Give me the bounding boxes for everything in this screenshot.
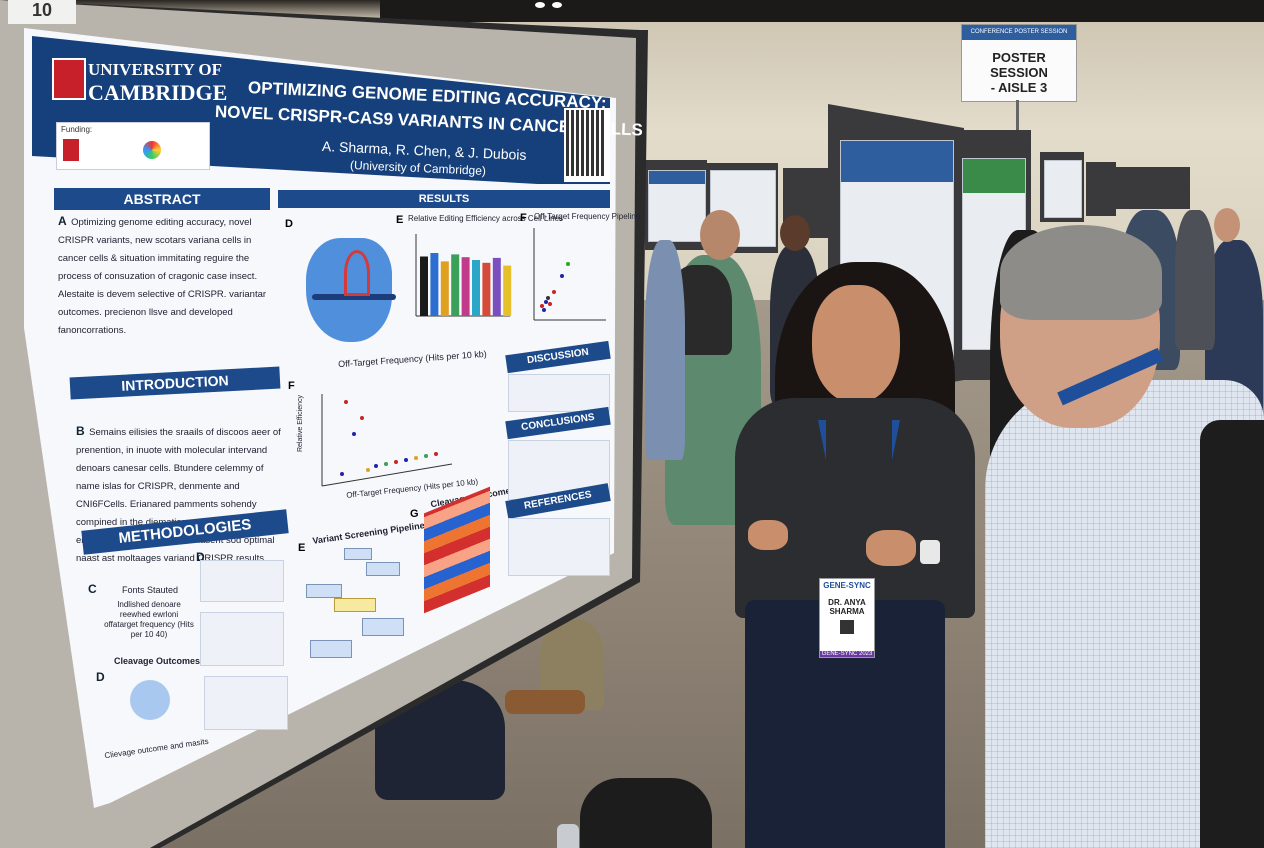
institution-line-2: CAMBRIDGE — [88, 80, 228, 105]
presenter-face — [812, 285, 900, 403]
badge-footer: GENE-SYNC 2023 — [820, 651, 874, 657]
abstract-heading: ABSTRACT — [54, 188, 270, 210]
attendee-head — [780, 215, 810, 251]
poster-session-sign: CONFERENCE POSTER SESSION POSTER SESSION… — [961, 24, 1077, 102]
panel-g-label: G — [410, 508, 419, 520]
distant-poster — [648, 170, 706, 242]
efficiency-bar — [451, 254, 460, 316]
badge-name-line-1: DR. ANYA — [828, 598, 866, 607]
abstract-text: Optimizing genome editing accuracy, nove… — [58, 217, 267, 336]
badge-name-line-2: SHARMA — [829, 607, 865, 616]
ceiling-light — [552, 2, 562, 8]
attendee-head — [700, 210, 740, 260]
funding-box: Funding: — [56, 122, 210, 170]
qr-code-icon — [564, 108, 610, 182]
badge-qr-icon — [840, 620, 854, 634]
distant-poster — [1044, 160, 1082, 218]
badge-logo: GENE-SYNC — [823, 581, 871, 590]
ceiling-light — [535, 2, 545, 8]
method-marker-d: D — [196, 550, 205, 564]
panel-e2-label: E — [298, 542, 306, 554]
screening-pipeline-diagram — [306, 548, 406, 668]
visitor-hair — [1000, 225, 1162, 320]
panel-f-label: F — [520, 212, 527, 224]
attendee-shoe — [505, 690, 585, 714]
editing-efficiency-bar-chart — [415, 234, 512, 317]
institution-line-1: UNIVERSITY OF — [88, 60, 222, 79]
method-flow-box — [200, 612, 284, 666]
efficiency-bar — [430, 253, 439, 316]
board-number: 10 — [8, 0, 76, 24]
efficiency-bar — [420, 256, 428, 316]
cas9-protein-diagram-icon — [306, 238, 396, 342]
ceiling — [380, 0, 1264, 22]
panel-e-title: Relative Editing Efficiency across Cell … — [408, 214, 564, 223]
attendee — [1175, 210, 1215, 350]
crest-small-icon — [63, 139, 79, 161]
efficiency-bar — [482, 262, 491, 316]
presenter-hand — [748, 520, 788, 550]
panel-f-title: Off-Target Frequency Pipeline — [534, 212, 641, 221]
sign-line-2: - AISLE 3 — [990, 80, 1048, 95]
attendee-head — [1214, 208, 1240, 242]
sign-line-1: POSTER SESSION — [990, 50, 1048, 80]
funding-label: Funding: — [61, 125, 93, 134]
abstract-marker: A — [58, 214, 67, 228]
water-bottle — [557, 824, 579, 848]
efficiency-bar — [503, 265, 512, 316]
efficiency-bar — [440, 261, 449, 316]
results-heading: RESULTS — [278, 190, 610, 208]
method-marker-d2: D — [96, 670, 105, 684]
poster-board-far — [1115, 167, 1190, 209]
method-step-c: Fonts Stauted — [122, 585, 179, 595]
presenter-hand — [866, 530, 916, 566]
efficiency-bar — [492, 257, 501, 316]
method-step-c2: Indlished denoare reewhed ewrloni offata… — [104, 600, 194, 639]
method-flow-box — [200, 560, 284, 602]
cambridge-crest-icon — [52, 58, 86, 100]
discussion-body — [508, 374, 610, 412]
method-flow-box — [204, 676, 288, 730]
efficiency-bar — [461, 257, 470, 316]
cleavage-outcomes-label: Cleavage Outcomes — [114, 656, 201, 666]
introduction-marker: B — [76, 424, 85, 438]
panel-e-label: E — [396, 214, 404, 226]
presenter-name-badge: GENE-SYNC DR. ANYA SHARMA GENE-SYNC 2023 — [819, 578, 875, 658]
poster-board-far — [1086, 162, 1116, 216]
off-target-scatter-small — [533, 228, 606, 321]
smartwatch-icon — [920, 540, 940, 564]
panel-f2-label: F — [288, 380, 295, 392]
panel-d-label: D — [285, 218, 293, 230]
references-body — [508, 518, 610, 576]
efficiency-bar — [472, 260, 480, 316]
abstract-body: A Optimizing genome editing accuracy, no… — [58, 212, 274, 384]
sign-pole — [1016, 100, 1019, 140]
panel-f2-ylabel: Relative Efficiency — [297, 394, 305, 453]
method-marker-c: C — [88, 582, 97, 596]
sign-band: CONFERENCE POSTER SESSION — [962, 25, 1076, 40]
funder-logo-icon — [143, 141, 161, 159]
off-target-frequency-scatter — [321, 394, 453, 487]
cleavage-diagram-icon — [130, 680, 170, 720]
attendee — [645, 240, 685, 460]
visitor-backpack-strap — [1200, 420, 1264, 848]
floor-backpack — [580, 778, 712, 848]
